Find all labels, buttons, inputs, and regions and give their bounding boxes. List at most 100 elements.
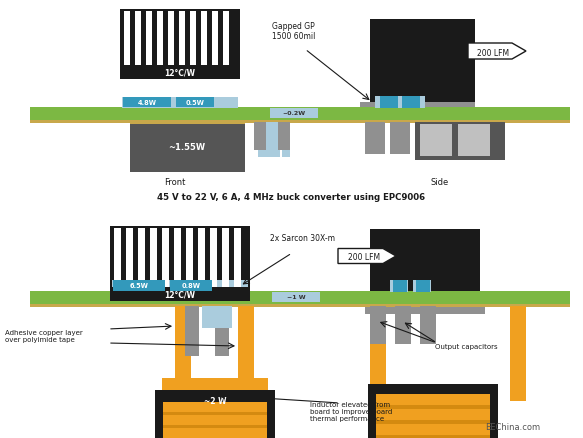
Bar: [416, 280, 430, 292]
Bar: [278, 123, 290, 151]
Bar: [282, 123, 290, 158]
Bar: [370, 20, 475, 105]
Text: 4.8W: 4.8W: [138, 100, 156, 106]
Bar: [420, 125, 452, 157]
Bar: [393, 280, 407, 292]
Bar: [185, 306, 199, 356]
Text: Adhesive copper layer
over polyimide tape: Adhesive copper layer over polyimide tap…: [5, 330, 83, 343]
Bar: [113, 280, 165, 291]
Bar: [413, 280, 431, 292]
Bar: [370, 230, 480, 307]
Text: 0.8W: 0.8W: [181, 283, 201, 289]
Text: ~1.55W: ~1.55W: [168, 143, 206, 152]
Bar: [120, 66, 240, 80]
Text: Side: Side: [431, 177, 449, 187]
Text: Front: Front: [164, 177, 186, 187]
Bar: [415, 123, 505, 161]
Bar: [238, 306, 254, 381]
Bar: [175, 306, 191, 381]
Text: 200 LFM: 200 LFM: [477, 48, 509, 57]
Bar: [130, 121, 245, 125]
Bar: [370, 306, 386, 344]
Bar: [458, 125, 490, 157]
Bar: [157, 12, 163, 68]
Bar: [163, 425, 267, 428]
Bar: [376, 394, 490, 405]
Text: 200 LFM: 200 LFM: [348, 253, 380, 262]
Bar: [365, 291, 540, 304]
Bar: [163, 415, 267, 425]
Bar: [110, 226, 250, 301]
Text: Output capacitors: Output capacitors: [435, 343, 498, 349]
Bar: [162, 229, 169, 290]
Bar: [30, 304, 570, 307]
Bar: [163, 412, 267, 415]
Bar: [365, 304, 540, 307]
Bar: [198, 229, 205, 290]
Bar: [510, 306, 526, 401]
Bar: [146, 12, 152, 68]
Bar: [120, 10, 240, 80]
Bar: [215, 306, 229, 356]
Text: 12°C/W: 12°C/W: [164, 68, 195, 78]
Bar: [162, 378, 268, 390]
Bar: [176, 98, 214, 108]
Bar: [179, 12, 185, 68]
Bar: [30, 121, 570, 124]
Text: EEChina.com: EEChina.com: [485, 422, 540, 431]
Text: Gapped GP
1500 60mil: Gapped GP 1500 60mil: [272, 22, 315, 41]
Bar: [168, 12, 174, 68]
Bar: [212, 12, 218, 68]
Text: ~1 W: ~1 W: [287, 295, 305, 300]
Bar: [376, 409, 490, 420]
Bar: [402, 97, 420, 109]
Text: 0.5W: 0.5W: [185, 100, 205, 106]
Bar: [376, 424, 490, 435]
Bar: [174, 229, 181, 290]
Bar: [201, 12, 207, 68]
Bar: [270, 109, 318, 119]
Bar: [30, 108, 570, 121]
FancyArrow shape: [338, 249, 396, 264]
Bar: [258, 123, 280, 158]
Bar: [150, 229, 157, 290]
Bar: [110, 287, 250, 301]
Bar: [135, 12, 141, 68]
Bar: [202, 306, 232, 328]
Bar: [122, 98, 238, 109]
Bar: [30, 291, 570, 304]
Bar: [123, 98, 171, 108]
Bar: [130, 123, 245, 173]
Bar: [223, 12, 229, 68]
Bar: [170, 280, 212, 291]
Bar: [390, 280, 408, 292]
Bar: [163, 428, 267, 438]
Bar: [234, 229, 241, 290]
Bar: [210, 229, 217, 290]
FancyArrow shape: [468, 44, 526, 60]
Bar: [272, 292, 320, 302]
Bar: [376, 405, 490, 409]
Bar: [155, 390, 275, 438]
Bar: [376, 435, 490, 438]
Text: 45 V to 22 V, 6 A, 4 MHz buck converter using EPC9006: 45 V to 22 V, 6 A, 4 MHz buck converter …: [157, 193, 425, 201]
Bar: [370, 306, 386, 411]
Bar: [360, 108, 525, 121]
Bar: [390, 123, 410, 155]
Bar: [190, 12, 196, 68]
Bar: [126, 229, 133, 290]
Bar: [254, 123, 266, 151]
Bar: [222, 229, 229, 290]
Bar: [365, 123, 385, 155]
Text: ~0.2W: ~0.2W: [282, 111, 305, 116]
Text: 6.5W: 6.5W: [129, 283, 149, 289]
Text: ~2 W: ~2 W: [203, 396, 226, 405]
Text: Inductor elevated from
board to improve board
thermal performance: Inductor elevated from board to improve …: [310, 401, 392, 421]
Bar: [360, 103, 475, 111]
Bar: [420, 306, 436, 344]
Text: 2x Sarcon 30X-m: 2x Sarcon 30X-m: [270, 233, 335, 243]
Bar: [114, 229, 121, 290]
Bar: [124, 12, 130, 68]
Bar: [375, 97, 425, 109]
Text: 12°C/W: 12°C/W: [164, 290, 195, 299]
